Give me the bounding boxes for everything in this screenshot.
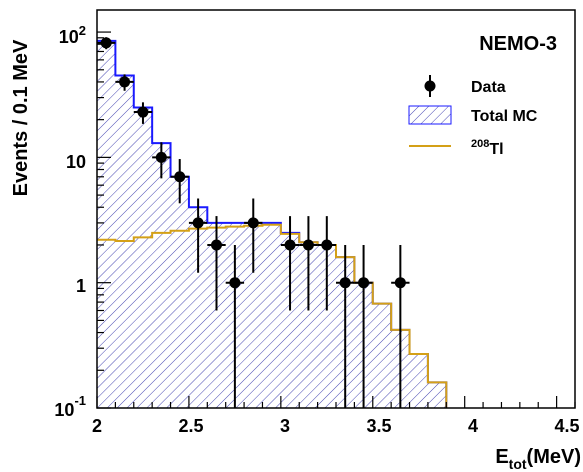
- x-tick-label-2.5: 2.5: [178, 416, 203, 436]
- tl208-histogram-line: [97, 223, 448, 408]
- data-points: [97, 37, 410, 408]
- data-point: [97, 37, 116, 50]
- data-point: [133, 102, 153, 124]
- data-point: [317, 216, 336, 311]
- legend-total-mc-swatch: [408, 105, 452, 125]
- data-point: [354, 244, 373, 408]
- x-axis-ticks: [96, 396, 576, 408]
- data-point: [336, 244, 355, 408]
- x-axis-title: Etot(MeV): [495, 446, 581, 472]
- y-tick-label-1: 1: [76, 276, 86, 296]
- experiment-label: NEMO-3: [479, 33, 557, 55]
- data-point: [391, 244, 410, 408]
- y-tick-label-100: 102: [59, 23, 86, 47]
- legend-data-marker: [424, 75, 436, 97]
- data-point: [207, 216, 226, 311]
- legend-label-tl: 208Tl: [471, 138, 504, 158]
- x-tick-label-3: 3: [280, 416, 290, 436]
- data-point: [280, 216, 300, 311]
- y-axis-title: Events / 0.1 MeV: [10, 39, 32, 196]
- x-tick-label-3.5: 3.5: [366, 416, 391, 436]
- y-axis-ticks: [97, 31, 111, 409]
- data-point: [299, 216, 318, 311]
- plot-area: [97, 37, 448, 408]
- data-point: [244, 198, 263, 273]
- y-tick-label-0.1: 10-1: [54, 393, 86, 420]
- data-point: [225, 244, 245, 408]
- legend-label-total-mc: Total MC: [471, 108, 538, 125]
- data-point: [115, 74, 134, 91]
- data-point: [170, 159, 189, 204]
- x-tick-label-4.5: 4.5: [554, 416, 579, 436]
- x-tick-label-4: 4: [468, 416, 478, 436]
- y-tick-label-10: 10: [66, 152, 86, 172]
- data-point: [188, 198, 208, 273]
- x-tick-label-2: 2: [92, 416, 102, 436]
- legend: Data Total MC 208Tl: [408, 75, 538, 158]
- legend-label-data: Data: [471, 79, 506, 96]
- data-point: [152, 142, 171, 179]
